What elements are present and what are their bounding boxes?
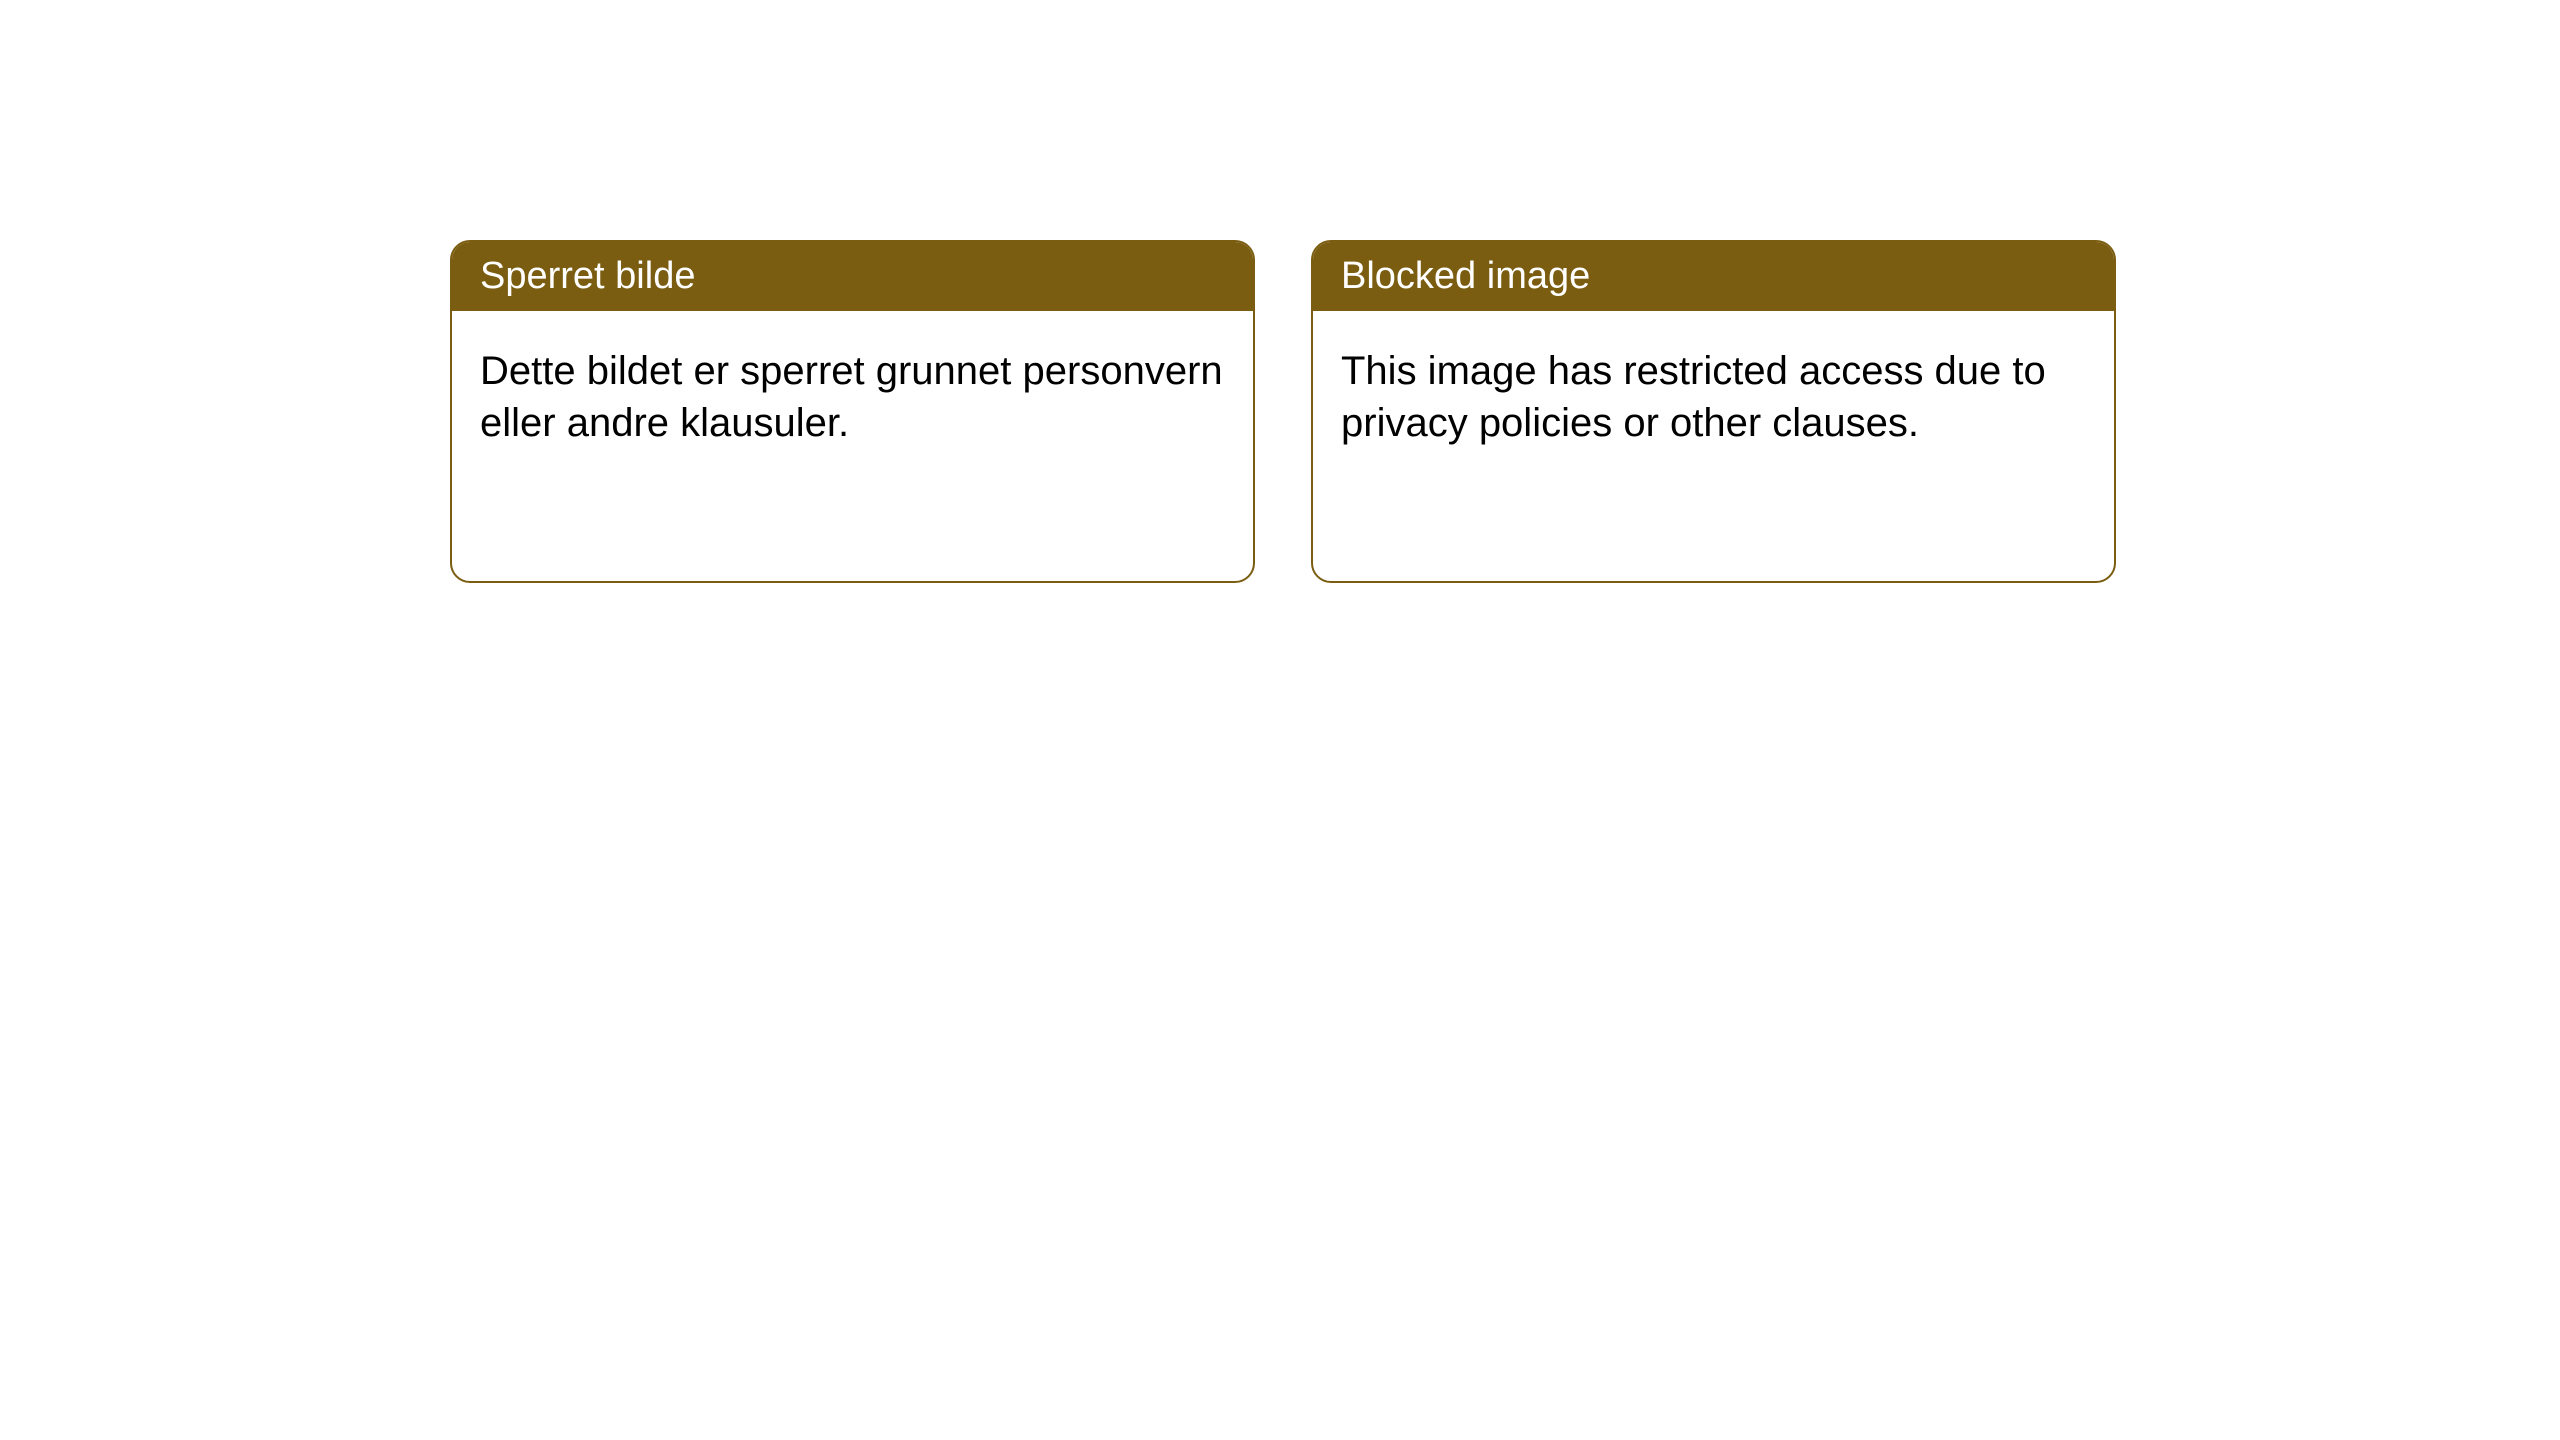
notice-header: Sperret bilde xyxy=(452,242,1253,311)
notice-body: Dette bildet er sperret grunnet personve… xyxy=(452,311,1253,581)
notice-card-norwegian: Sperret bilde Dette bildet er sperret gr… xyxy=(450,240,1255,583)
notice-header: Blocked image xyxy=(1313,242,2114,311)
notice-container: Sperret bilde Dette bildet er sperret gr… xyxy=(0,0,2560,583)
notice-card-english: Blocked image This image has restricted … xyxy=(1311,240,2116,583)
notice-body: This image has restricted access due to … xyxy=(1313,311,2114,581)
